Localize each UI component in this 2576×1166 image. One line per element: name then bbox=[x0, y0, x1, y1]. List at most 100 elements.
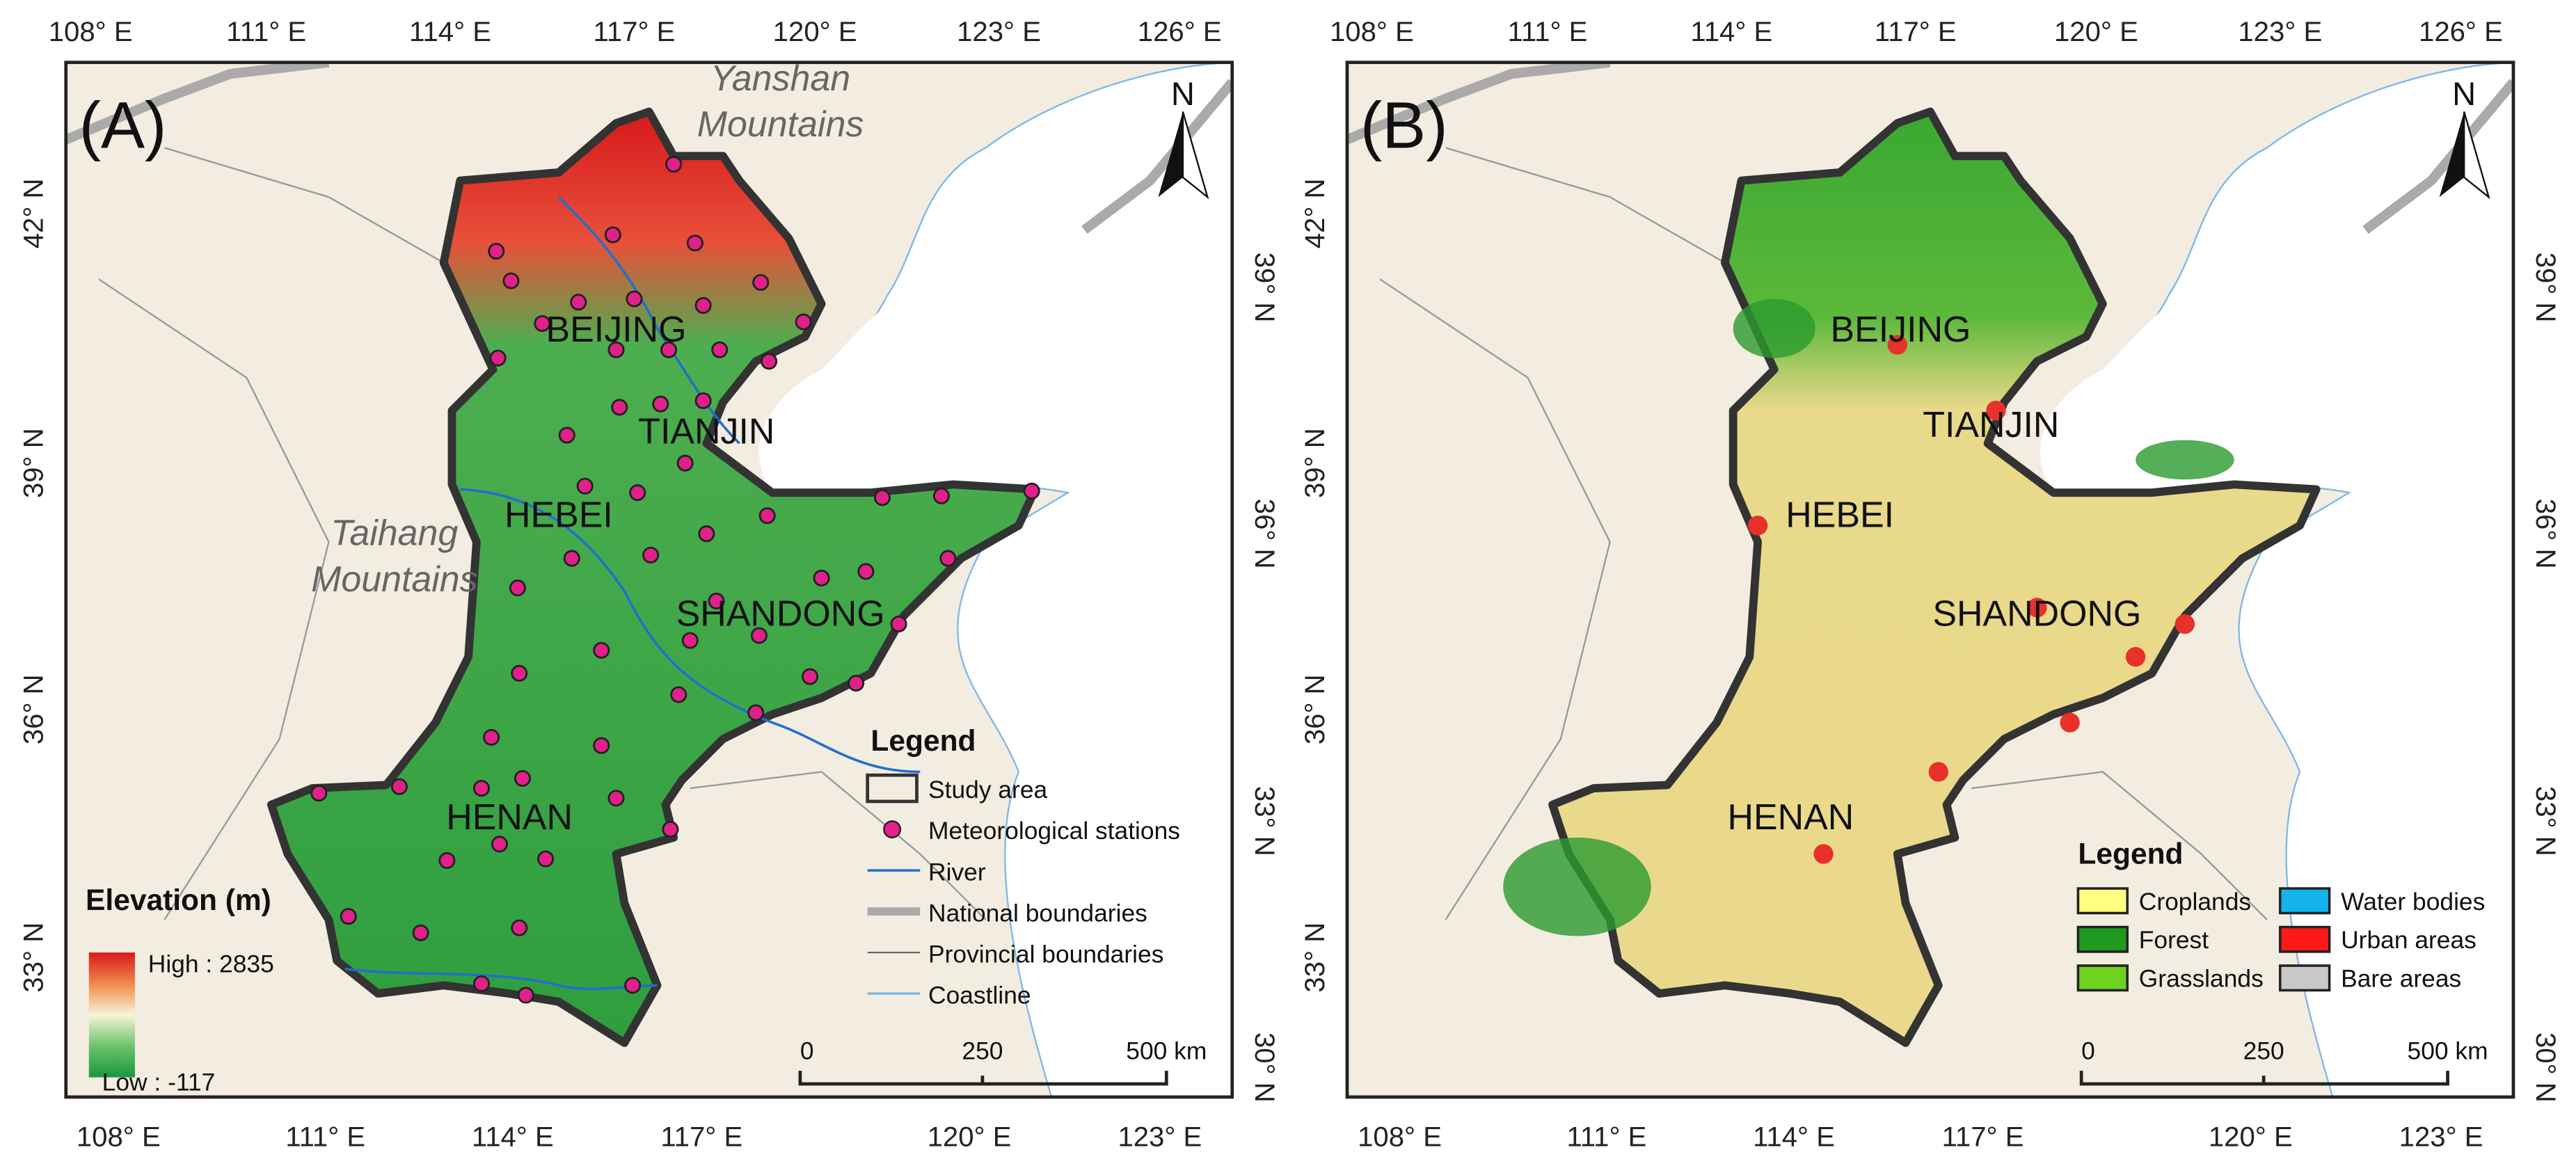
x-tick-label: 120° E bbox=[928, 1121, 1012, 1153]
legend-item: Water bodies bbox=[2341, 888, 2485, 916]
provincial-boundary bbox=[1445, 147, 1726, 264]
x-tick-label: 126° E bbox=[2419, 16, 2503, 47]
legend-swatch bbox=[2076, 925, 2129, 953]
meteorological-station bbox=[607, 341, 625, 358]
meteorological-station bbox=[593, 641, 610, 659]
x-tick-label: 111° E bbox=[226, 16, 306, 47]
x-tick-label: 108° E bbox=[1358, 1121, 1442, 1153]
legend-symbol bbox=[883, 820, 902, 839]
urban-area bbox=[2060, 712, 2080, 733]
meteorological-station bbox=[686, 234, 703, 252]
meteorological-station bbox=[1023, 482, 1040, 500]
legend-item: National boundaries bbox=[928, 899, 1147, 927]
meteorological-station bbox=[310, 785, 328, 802]
meteorological-station bbox=[642, 546, 660, 564]
y-tick-label: 30° N bbox=[1249, 1032, 1280, 1103]
y-tick-label: 42° N bbox=[18, 178, 49, 248]
elevation-title: Elevation (m) bbox=[86, 884, 271, 917]
provincial-boundary bbox=[1379, 278, 1611, 920]
elevation-ramp bbox=[88, 952, 135, 1078]
meteorological-station bbox=[694, 297, 712, 314]
urban-area bbox=[2125, 647, 2146, 667]
y-tick-label: 33° N bbox=[18, 923, 49, 993]
meteorological-station bbox=[750, 627, 768, 644]
y-tick-label: 33° N bbox=[1299, 923, 1330, 993]
map-panel: 108° E 111° E 114° E 117° E 120° E 123° E 126°… bbox=[1299, 16, 2561, 1153]
urban-area bbox=[1887, 335, 1907, 355]
legend-swatch bbox=[2279, 964, 2331, 992]
north-arrow bbox=[1182, 111, 1209, 200]
urban-area bbox=[1986, 400, 2006, 421]
meteorological-station bbox=[570, 294, 587, 311]
meteorological-station bbox=[626, 290, 643, 308]
meteorological-station bbox=[694, 392, 712, 410]
urban-area bbox=[2175, 614, 2195, 634]
x-tick-label: 117° E bbox=[594, 16, 676, 47]
map-body bbox=[65, 62, 1232, 1097]
x-tick-label: 114° E bbox=[1690, 16, 1772, 47]
x-tick-label: 123° E bbox=[1118, 1121, 1202, 1153]
meteorological-station bbox=[890, 615, 907, 633]
place-label: SHANDONG bbox=[1932, 593, 2141, 634]
legend-item: Forest bbox=[2139, 926, 2209, 954]
meteorological-station bbox=[517, 987, 534, 1004]
meteorological-station bbox=[795, 313, 812, 330]
meteorological-station bbox=[873, 489, 891, 506]
legend-title: Legend bbox=[2078, 838, 2183, 871]
meteorological-station bbox=[752, 273, 770, 292]
meteorological-station bbox=[607, 790, 625, 807]
meteorological-station bbox=[511, 664, 528, 682]
y-tick-label: 33° N bbox=[1249, 786, 1280, 856]
meteorological-station bbox=[665, 156, 683, 173]
meteorological-station bbox=[939, 550, 957, 567]
map-body bbox=[1346, 62, 2513, 1097]
forest-area bbox=[2136, 440, 2234, 480]
place-label: HEBEI bbox=[504, 495, 613, 536]
national-boundary bbox=[1081, 79, 1232, 234]
meteorological-station bbox=[593, 737, 610, 754]
elevation-low: Low : -117 bbox=[102, 1068, 216, 1096]
legend-symbol bbox=[866, 773, 919, 804]
legend-item: Study area bbox=[928, 776, 1047, 804]
x-tick-label: 111° E bbox=[1508, 16, 1588, 47]
meteorological-station bbox=[758, 507, 776, 525]
national-boundary bbox=[2362, 79, 2513, 234]
x-tick-label: 111° E bbox=[285, 1121, 365, 1153]
north-arrow bbox=[2463, 111, 2490, 200]
meteorological-station bbox=[536, 850, 555, 868]
urban-area bbox=[1928, 762, 1948, 782]
meteorological-station bbox=[511, 919, 528, 936]
meteorological-station bbox=[711, 341, 729, 358]
x-tick-label: 117° E bbox=[660, 1121, 742, 1153]
legend-item: Croplands bbox=[2139, 888, 2251, 916]
forest-area bbox=[1733, 298, 1815, 358]
meteorological-station bbox=[438, 852, 456, 869]
meteorological-station bbox=[761, 353, 778, 370]
meteorological-station bbox=[857, 563, 875, 580]
meteorological-station bbox=[681, 632, 699, 649]
meteorological-station bbox=[698, 525, 715, 543]
scale-label: 0 bbox=[2081, 1037, 2095, 1065]
legend-item: Urban areas bbox=[2341, 926, 2476, 954]
place-label: HENAN bbox=[1727, 797, 1854, 838]
scale-bar bbox=[2079, 1071, 2449, 1086]
y-tick-label: 39° N bbox=[1299, 428, 1330, 498]
mountain-label: Mountains bbox=[697, 104, 864, 145]
y-tick-label: 36° N bbox=[1299, 674, 1330, 744]
north-label: N bbox=[1171, 76, 1195, 113]
x-tick-label: 126° E bbox=[1138, 16, 1222, 47]
meteorological-station bbox=[514, 769, 532, 787]
legend-swatch bbox=[2279, 887, 2331, 915]
place-label: TIANJIN bbox=[638, 411, 774, 452]
provincial-boundary bbox=[164, 147, 445, 264]
place-label: HEBEI bbox=[1786, 495, 1894, 536]
meteorological-station bbox=[604, 226, 621, 243]
meteorological-station bbox=[611, 399, 628, 416]
urban-area bbox=[1813, 844, 1834, 864]
meteorological-station bbox=[412, 924, 429, 941]
national-boundary bbox=[1346, 62, 1611, 145]
legend-item: Meteorological stations bbox=[928, 817, 1180, 845]
study-area bbox=[267, 107, 1040, 1047]
meteorological-station bbox=[662, 821, 679, 838]
